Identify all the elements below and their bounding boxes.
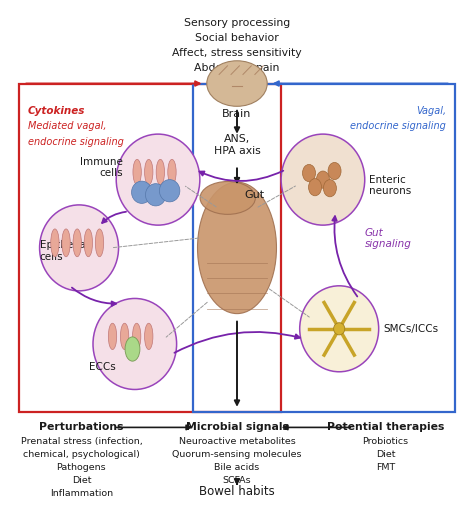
Text: Probiotics: Probiotics	[363, 437, 409, 445]
Text: Enteric
neurons: Enteric neurons	[369, 174, 411, 196]
Text: Perturbations: Perturbations	[39, 422, 124, 432]
Text: Microbial signals: Microbial signals	[185, 422, 289, 432]
Text: Mediated vagal,: Mediated vagal,	[28, 121, 107, 132]
Ellipse shape	[328, 163, 341, 180]
Ellipse shape	[145, 323, 153, 349]
Text: endocrine signaling: endocrine signaling	[350, 121, 446, 132]
Text: Vagal,: Vagal,	[416, 106, 446, 116]
Text: Pathogens: Pathogens	[56, 463, 106, 472]
Text: Gut
signaling: Gut signaling	[365, 228, 411, 249]
Circle shape	[93, 298, 177, 390]
Ellipse shape	[95, 229, 104, 257]
Ellipse shape	[73, 229, 82, 257]
Text: chemical, psychological): chemical, psychological)	[23, 449, 140, 459]
Text: Inflammation: Inflammation	[50, 489, 113, 498]
Ellipse shape	[156, 159, 164, 185]
Text: Brain: Brain	[222, 109, 252, 119]
Bar	[193, 84, 456, 412]
Ellipse shape	[317, 171, 329, 188]
Text: Diet: Diet	[376, 449, 395, 459]
Text: Quorum-sensing molecules: Quorum-sensing molecules	[172, 449, 302, 459]
Text: Sensory processing: Sensory processing	[184, 18, 290, 28]
Ellipse shape	[200, 182, 255, 214]
Ellipse shape	[120, 323, 129, 349]
Ellipse shape	[132, 323, 141, 349]
Ellipse shape	[207, 61, 267, 106]
Circle shape	[281, 134, 365, 225]
Text: Social behavior: Social behavior	[195, 33, 279, 43]
Text: Epithelial
cells: Epithelial cells	[39, 240, 88, 262]
Text: Cytokines: Cytokines	[28, 106, 85, 116]
Circle shape	[300, 286, 379, 372]
Text: SMCs/ICCs: SMCs/ICCs	[383, 324, 438, 334]
Circle shape	[334, 322, 345, 335]
Ellipse shape	[302, 165, 316, 182]
Text: FMT: FMT	[376, 463, 395, 472]
Bar	[18, 84, 281, 412]
Circle shape	[132, 181, 152, 203]
Text: Bile acids: Bile acids	[214, 463, 260, 472]
Text: Abdominal pain: Abdominal pain	[194, 63, 280, 73]
Ellipse shape	[125, 337, 140, 361]
Text: SCFAs: SCFAs	[223, 476, 251, 485]
Text: Affect, stress sensitivity: Affect, stress sensitivity	[172, 48, 302, 58]
Text: Immune
cells: Immune cells	[80, 157, 123, 179]
Ellipse shape	[84, 229, 92, 257]
Ellipse shape	[133, 159, 141, 185]
Ellipse shape	[168, 159, 176, 185]
Circle shape	[116, 134, 200, 225]
Circle shape	[159, 180, 180, 202]
Text: Neuroactive metabolites: Neuroactive metabolites	[179, 437, 295, 445]
Text: Prenatal stress (infection,: Prenatal stress (infection,	[20, 437, 142, 445]
Text: Bowel habits: Bowel habits	[199, 485, 275, 498]
Text: Gut: Gut	[244, 190, 264, 200]
Text: Potential therapies: Potential therapies	[327, 422, 444, 432]
Text: ANS,
HPA axis: ANS, HPA axis	[214, 134, 260, 156]
Ellipse shape	[62, 229, 70, 257]
Text: Diet: Diet	[72, 476, 91, 485]
Ellipse shape	[198, 182, 276, 314]
Text: ECCs: ECCs	[89, 362, 116, 372]
Ellipse shape	[51, 229, 59, 257]
Ellipse shape	[309, 179, 321, 196]
Ellipse shape	[109, 323, 117, 349]
Circle shape	[146, 184, 166, 206]
Ellipse shape	[145, 159, 153, 185]
Ellipse shape	[323, 180, 337, 197]
Text: endocrine signaling: endocrine signaling	[28, 137, 124, 147]
Circle shape	[39, 205, 118, 291]
